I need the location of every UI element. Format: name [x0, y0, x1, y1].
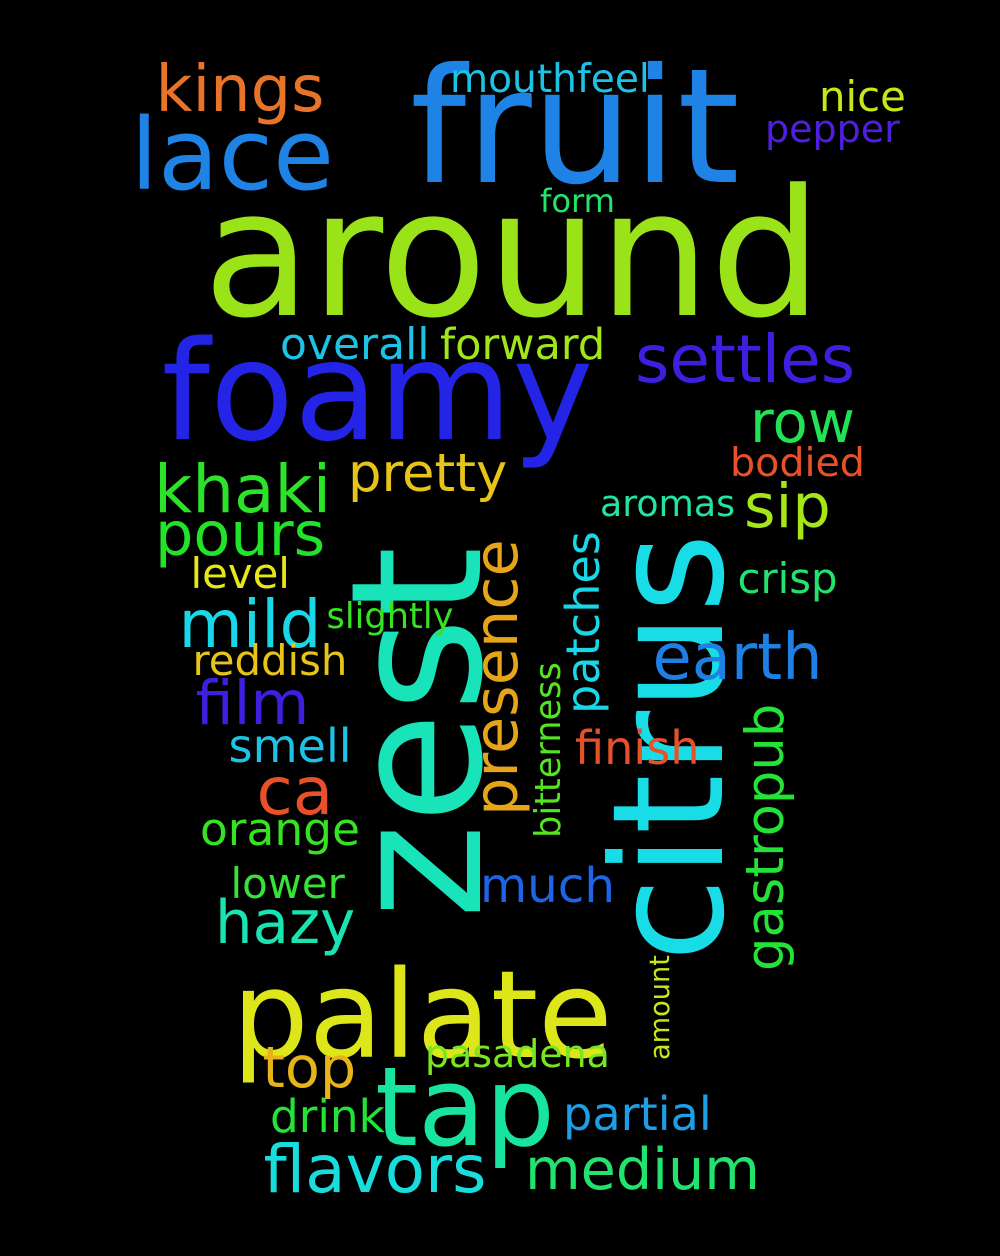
word-partial: partial: [563, 1087, 712, 1141]
word-nice: nice: [819, 72, 906, 121]
word-slightly: slightly: [326, 595, 454, 637]
word-top: top: [262, 1034, 357, 1101]
word-finish: finish: [575, 721, 700, 775]
word-palate: palate: [232, 944, 613, 1086]
word-level: level: [190, 549, 290, 598]
word-smell: smell: [228, 719, 352, 773]
word-bodied: bodied: [730, 440, 865, 486]
word-forward: forward: [440, 319, 606, 370]
word-gastropub: gastropub: [734, 703, 796, 971]
word-pasadena: pasadena: [425, 1032, 610, 1076]
word-foamy: foamy: [161, 311, 594, 472]
word-pepper: pepper: [765, 107, 900, 151]
word-ca: ca: [256, 753, 334, 830]
word-lower: lower: [230, 859, 345, 908]
word-form: form: [540, 182, 616, 220]
word-pours: pours: [155, 500, 326, 570]
word-mouthfeel: mouthfeel: [450, 56, 650, 102]
word-khaki: khaki: [154, 451, 332, 528]
word-medium: medium: [525, 1136, 760, 1203]
word-aromas: aromas: [600, 482, 736, 525]
word-pretty: pretty: [348, 442, 508, 504]
word-presence: presence: [462, 539, 532, 816]
word-earth: earth: [652, 621, 823, 695]
word-around: around: [203, 152, 822, 357]
word-kings: kings: [155, 53, 325, 127]
word-tap: tap: [375, 1043, 555, 1171]
word-sip: sip: [744, 472, 831, 542]
word-overall: overall: [280, 319, 430, 370]
word-crisp: crisp: [737, 554, 838, 603]
word-much: much: [480, 858, 616, 914]
word-drink: drink: [270, 1089, 385, 1143]
word-bitterness: bitterness: [527, 662, 569, 838]
word-fruit: fruit: [410, 33, 740, 220]
word-orange: orange: [200, 802, 360, 856]
word-row: row: [750, 387, 855, 456]
word-film: film: [195, 669, 310, 739]
word-mild: mild: [178, 586, 322, 663]
word-amount: amount: [644, 955, 676, 1060]
word-settles: settles: [635, 321, 856, 398]
word-hazy: hazy: [215, 888, 356, 957]
word-reddish: reddish: [192, 636, 348, 685]
word-flavors: flavors: [263, 1131, 487, 1208]
word-lace: lace: [130, 97, 335, 213]
